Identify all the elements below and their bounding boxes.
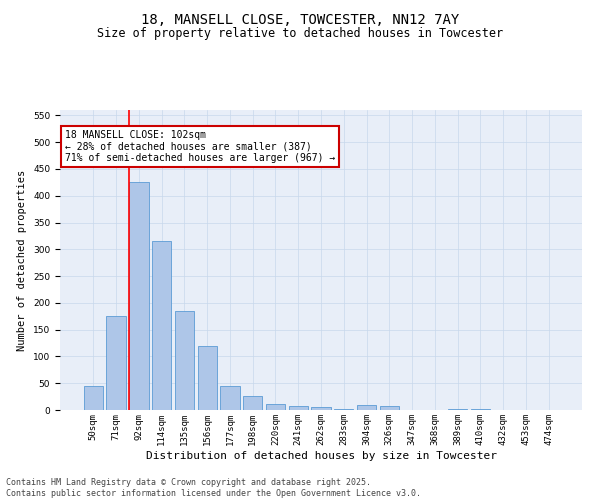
Bar: [334, 409, 353, 410]
Bar: [311, 408, 331, 410]
Bar: [289, 406, 308, 410]
Bar: [152, 242, 172, 410]
Bar: [243, 396, 262, 410]
Y-axis label: Number of detached properties: Number of detached properties: [17, 170, 28, 350]
Bar: [129, 182, 149, 410]
Bar: [106, 316, 126, 410]
Bar: [380, 406, 399, 410]
Bar: [84, 386, 103, 410]
Bar: [220, 386, 239, 410]
Text: Size of property relative to detached houses in Towcester: Size of property relative to detached ho…: [97, 28, 503, 40]
X-axis label: Distribution of detached houses by size in Towcester: Distribution of detached houses by size …: [146, 450, 497, 460]
Text: 18, MANSELL CLOSE, TOWCESTER, NN12 7AY: 18, MANSELL CLOSE, TOWCESTER, NN12 7AY: [141, 12, 459, 26]
Bar: [448, 409, 467, 410]
Bar: [266, 404, 285, 410]
Bar: [197, 346, 217, 410]
Bar: [175, 311, 194, 410]
Text: Contains HM Land Registry data © Crown copyright and database right 2025.
Contai: Contains HM Land Registry data © Crown c…: [6, 478, 421, 498]
Bar: [357, 404, 376, 410]
Text: 18 MANSELL CLOSE: 102sqm
← 28% of detached houses are smaller (387)
71% of semi-: 18 MANSELL CLOSE: 102sqm ← 28% of detach…: [65, 130, 335, 163]
